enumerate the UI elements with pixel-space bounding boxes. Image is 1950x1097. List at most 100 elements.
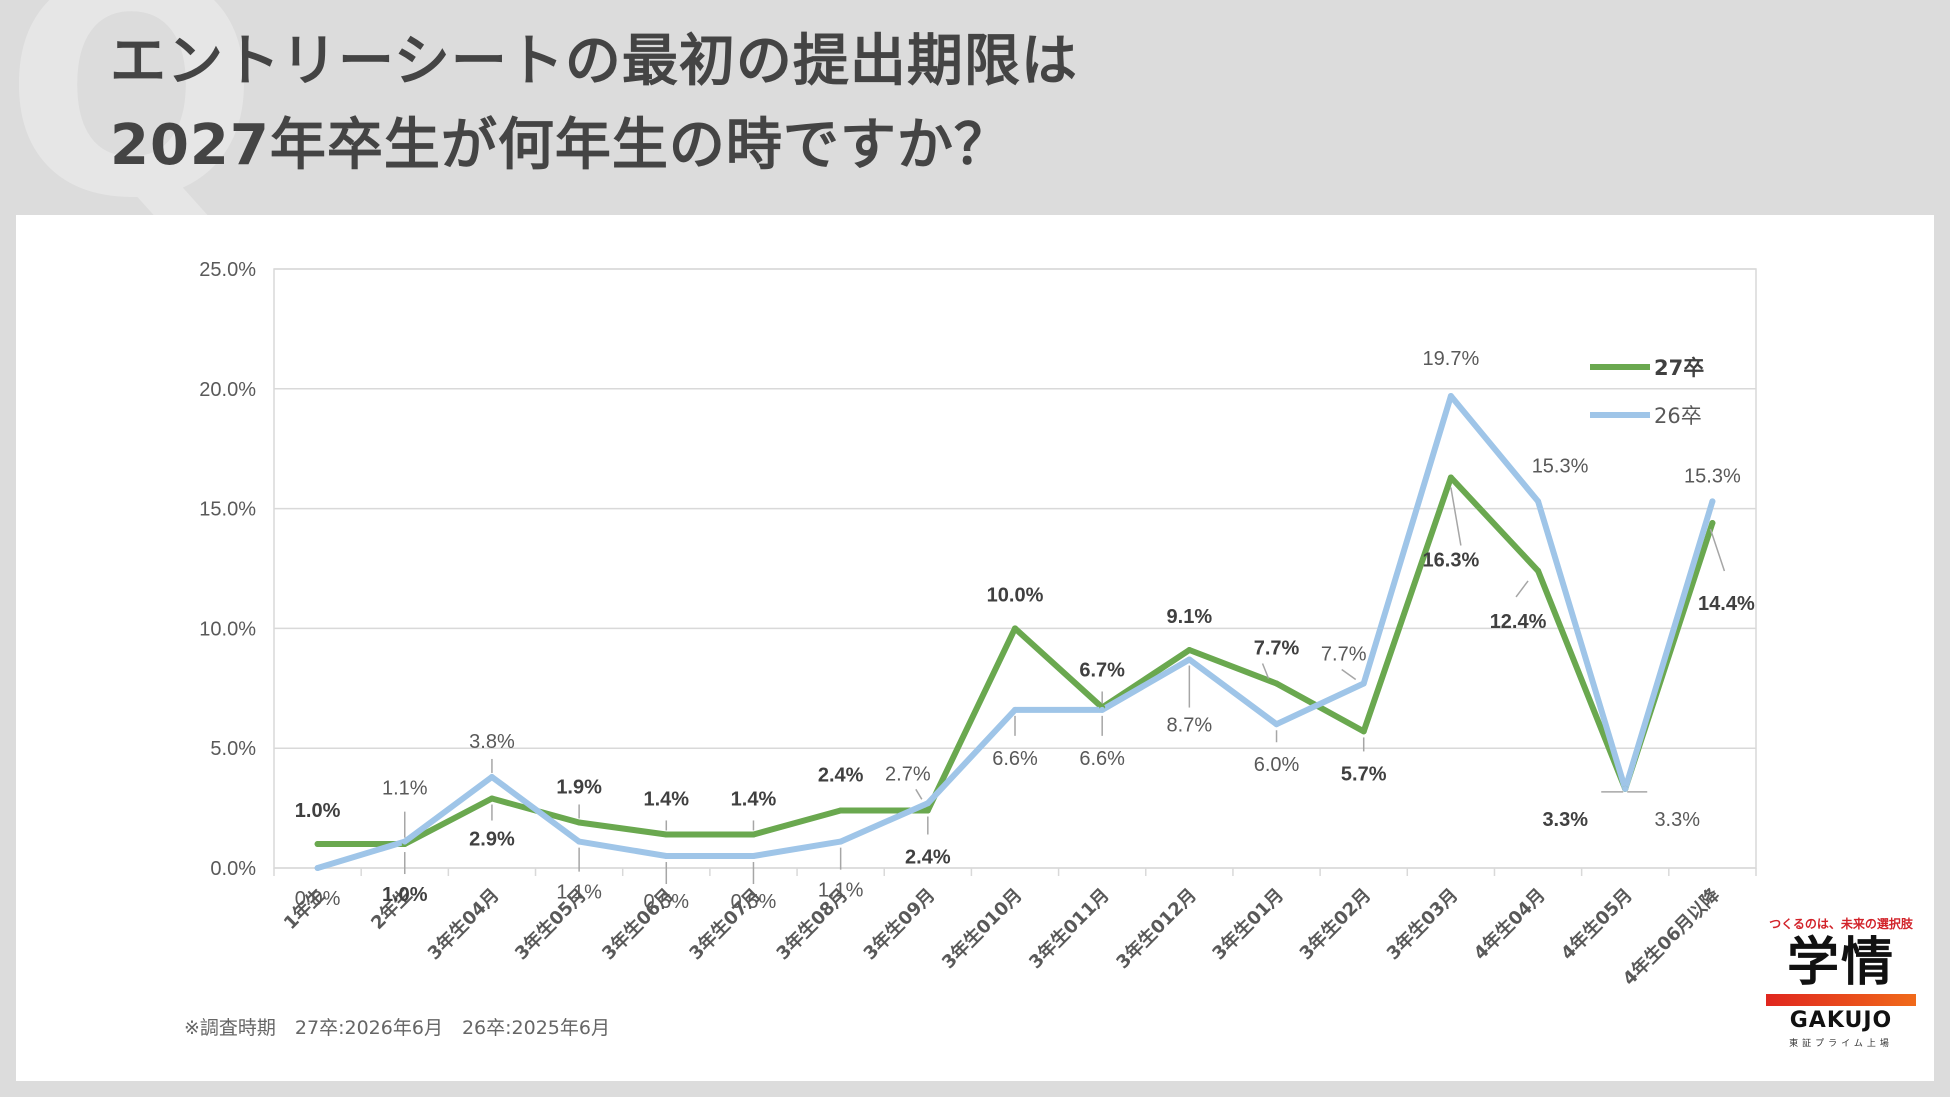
x-tick-label: 3年生01月 bbox=[1208, 884, 1288, 964]
data-label: 3.3% bbox=[1654, 809, 1700, 831]
data-point bbox=[1273, 680, 1280, 687]
logo-name: GAKUJO bbox=[1789, 1008, 1893, 1033]
data-label: 16.3% bbox=[1423, 549, 1480, 571]
label-leader-line bbox=[1515, 580, 1529, 598]
data-point bbox=[750, 853, 757, 860]
chart-panel: 0.0% 5.0% 10.0% 15.0% 20.0% 25.0% 1年生 2年生 3年生04月… bbox=[16, 215, 1934, 1081]
data-point bbox=[488, 773, 495, 780]
data-label: 0.0% bbox=[295, 888, 341, 910]
data-point bbox=[1709, 498, 1716, 505]
data-point bbox=[1535, 498, 1542, 505]
data-point bbox=[1360, 728, 1367, 735]
data-label: 3.8% bbox=[469, 731, 515, 753]
data-label: 9.1% bbox=[1167, 606, 1213, 628]
data-point bbox=[1447, 392, 1454, 399]
data-label: 1.1% bbox=[382, 778, 428, 800]
data-label: 3.3% bbox=[1542, 809, 1588, 831]
data-label: 1.4% bbox=[643, 788, 689, 810]
label-leader-line bbox=[1709, 528, 1726, 572]
label-leader-line bbox=[915, 788, 923, 800]
data-label: 2.4% bbox=[905, 846, 951, 868]
data-point bbox=[924, 807, 931, 814]
data-label: 1.4% bbox=[731, 788, 777, 810]
data-label: 1.1% bbox=[818, 880, 864, 902]
data-point bbox=[1012, 625, 1018, 632]
x-tick-label: 3年生011月 bbox=[1025, 884, 1114, 973]
y-tick-label: 0.0% bbox=[210, 858, 256, 880]
y-tick-label: 20.0% bbox=[199, 379, 256, 401]
data-point bbox=[837, 807, 844, 814]
data-label: 6.6% bbox=[992, 748, 1038, 770]
data-label: 6.6% bbox=[1079, 748, 1125, 770]
data-point bbox=[1360, 680, 1367, 687]
label-leader-line bbox=[1261, 663, 1270, 679]
legend-label: 27卒 bbox=[1654, 356, 1704, 380]
data-point bbox=[750, 831, 757, 838]
data-label: 2.9% bbox=[469, 829, 515, 851]
data-label: 7.7% bbox=[1321, 644, 1367, 666]
data-label: 1.0% bbox=[382, 884, 428, 906]
q-watermark: Q bbox=[4, 0, 260, 264]
y-tick-label: 5.0% bbox=[210, 738, 256, 760]
data-label: 1.9% bbox=[556, 776, 602, 798]
title-line-2: 2027年卒生が何年生の時ですか？ bbox=[110, 113, 1011, 178]
data-label: 12.4% bbox=[1490, 611, 1547, 633]
data-point bbox=[1186, 646, 1193, 653]
y-tick-label: 15.0% bbox=[199, 499, 256, 521]
data-point bbox=[1099, 706, 1106, 713]
x-tick-label: 3年生010月 bbox=[937, 884, 1026, 973]
data-point bbox=[663, 853, 670, 860]
x-tick-label: 4年生04月 bbox=[1469, 884, 1549, 964]
plot-area bbox=[273, 268, 1757, 869]
data-point bbox=[1447, 474, 1454, 481]
logo-bar bbox=[1766, 994, 1916, 1006]
data-label: 6.0% bbox=[1254, 754, 1300, 776]
x-tick-label: 3年生02月 bbox=[1295, 884, 1375, 964]
data-label: 1.0% bbox=[295, 800, 341, 822]
logo-tagline: つくるのは、未来の選択肢 bbox=[1769, 917, 1913, 931]
data-point bbox=[576, 819, 583, 826]
legend-label: 26卒 bbox=[1654, 404, 1702, 428]
data-point bbox=[924, 800, 931, 807]
data-label: 2.4% bbox=[818, 764, 864, 786]
data-point bbox=[663, 831, 670, 838]
data-point bbox=[1535, 567, 1542, 574]
data-point bbox=[488, 795, 495, 802]
x-tick-label: 3年生03月 bbox=[1382, 884, 1462, 964]
y-tick-label: 10.0% bbox=[199, 618, 256, 640]
page-title: エントリーシートの最初の提出期限は 2027年卒生が何年生の時ですか？ bbox=[110, 20, 1078, 188]
data-point bbox=[1012, 706, 1018, 713]
x-tick-label: 3年生04月 bbox=[423, 884, 503, 964]
data-label: 15.3% bbox=[1532, 455, 1589, 477]
label-leader-line bbox=[1341, 668, 1357, 681]
data-point bbox=[314, 841, 321, 848]
data-label: 1.1% bbox=[556, 882, 602, 904]
data-label: 7.7% bbox=[1254, 638, 1300, 660]
x-tick-label: 4年生05月 bbox=[1556, 884, 1636, 964]
data-point bbox=[1186, 656, 1193, 663]
data-label: 19.7% bbox=[1423, 348, 1480, 370]
data-point bbox=[837, 838, 844, 845]
data-label: 15.3% bbox=[1684, 465, 1741, 487]
data-label: 2.7% bbox=[885, 763, 931, 785]
data-point bbox=[1709, 519, 1716, 526]
data-label: 0.5% bbox=[731, 891, 777, 913]
x-tick-label: 3年生012月 bbox=[1112, 884, 1201, 973]
data-point bbox=[1622, 785, 1629, 792]
series-line-27卒 bbox=[314, 474, 1716, 847]
data-point bbox=[576, 838, 583, 845]
data-label: 14.4% bbox=[1698, 593, 1755, 615]
title-line-1: エントリーシートの最初の提出期限は bbox=[110, 29, 1078, 94]
x-tick-label: 3年生09月 bbox=[859, 884, 939, 964]
gakujo-logo: つくるのは、未来の選択肢 学情 GAKUJO 東証プライム上場 bbox=[1756, 915, 1926, 1065]
data-label: 8.7% bbox=[1167, 715, 1213, 737]
data-label: 5.7% bbox=[1341, 763, 1387, 785]
y-tick-label: 25.0% bbox=[199, 259, 256, 281]
data-label: 0.5% bbox=[643, 891, 689, 913]
data-label: 10.0% bbox=[987, 584, 1044, 606]
data-point bbox=[314, 865, 321, 871]
survey-period-footnote: ※調査時期 27卒:2026年6月 26卒:2025年6月 bbox=[184, 1017, 610, 1039]
line-chart: 0.0%5.0%10.0%15.0%20.0%25.0%1年生 2年生 3年生04月… bbox=[199, 259, 1757, 990]
data-label: 6.7% bbox=[1079, 659, 1125, 681]
logo-kanji: 学情 bbox=[1786, 933, 1895, 993]
